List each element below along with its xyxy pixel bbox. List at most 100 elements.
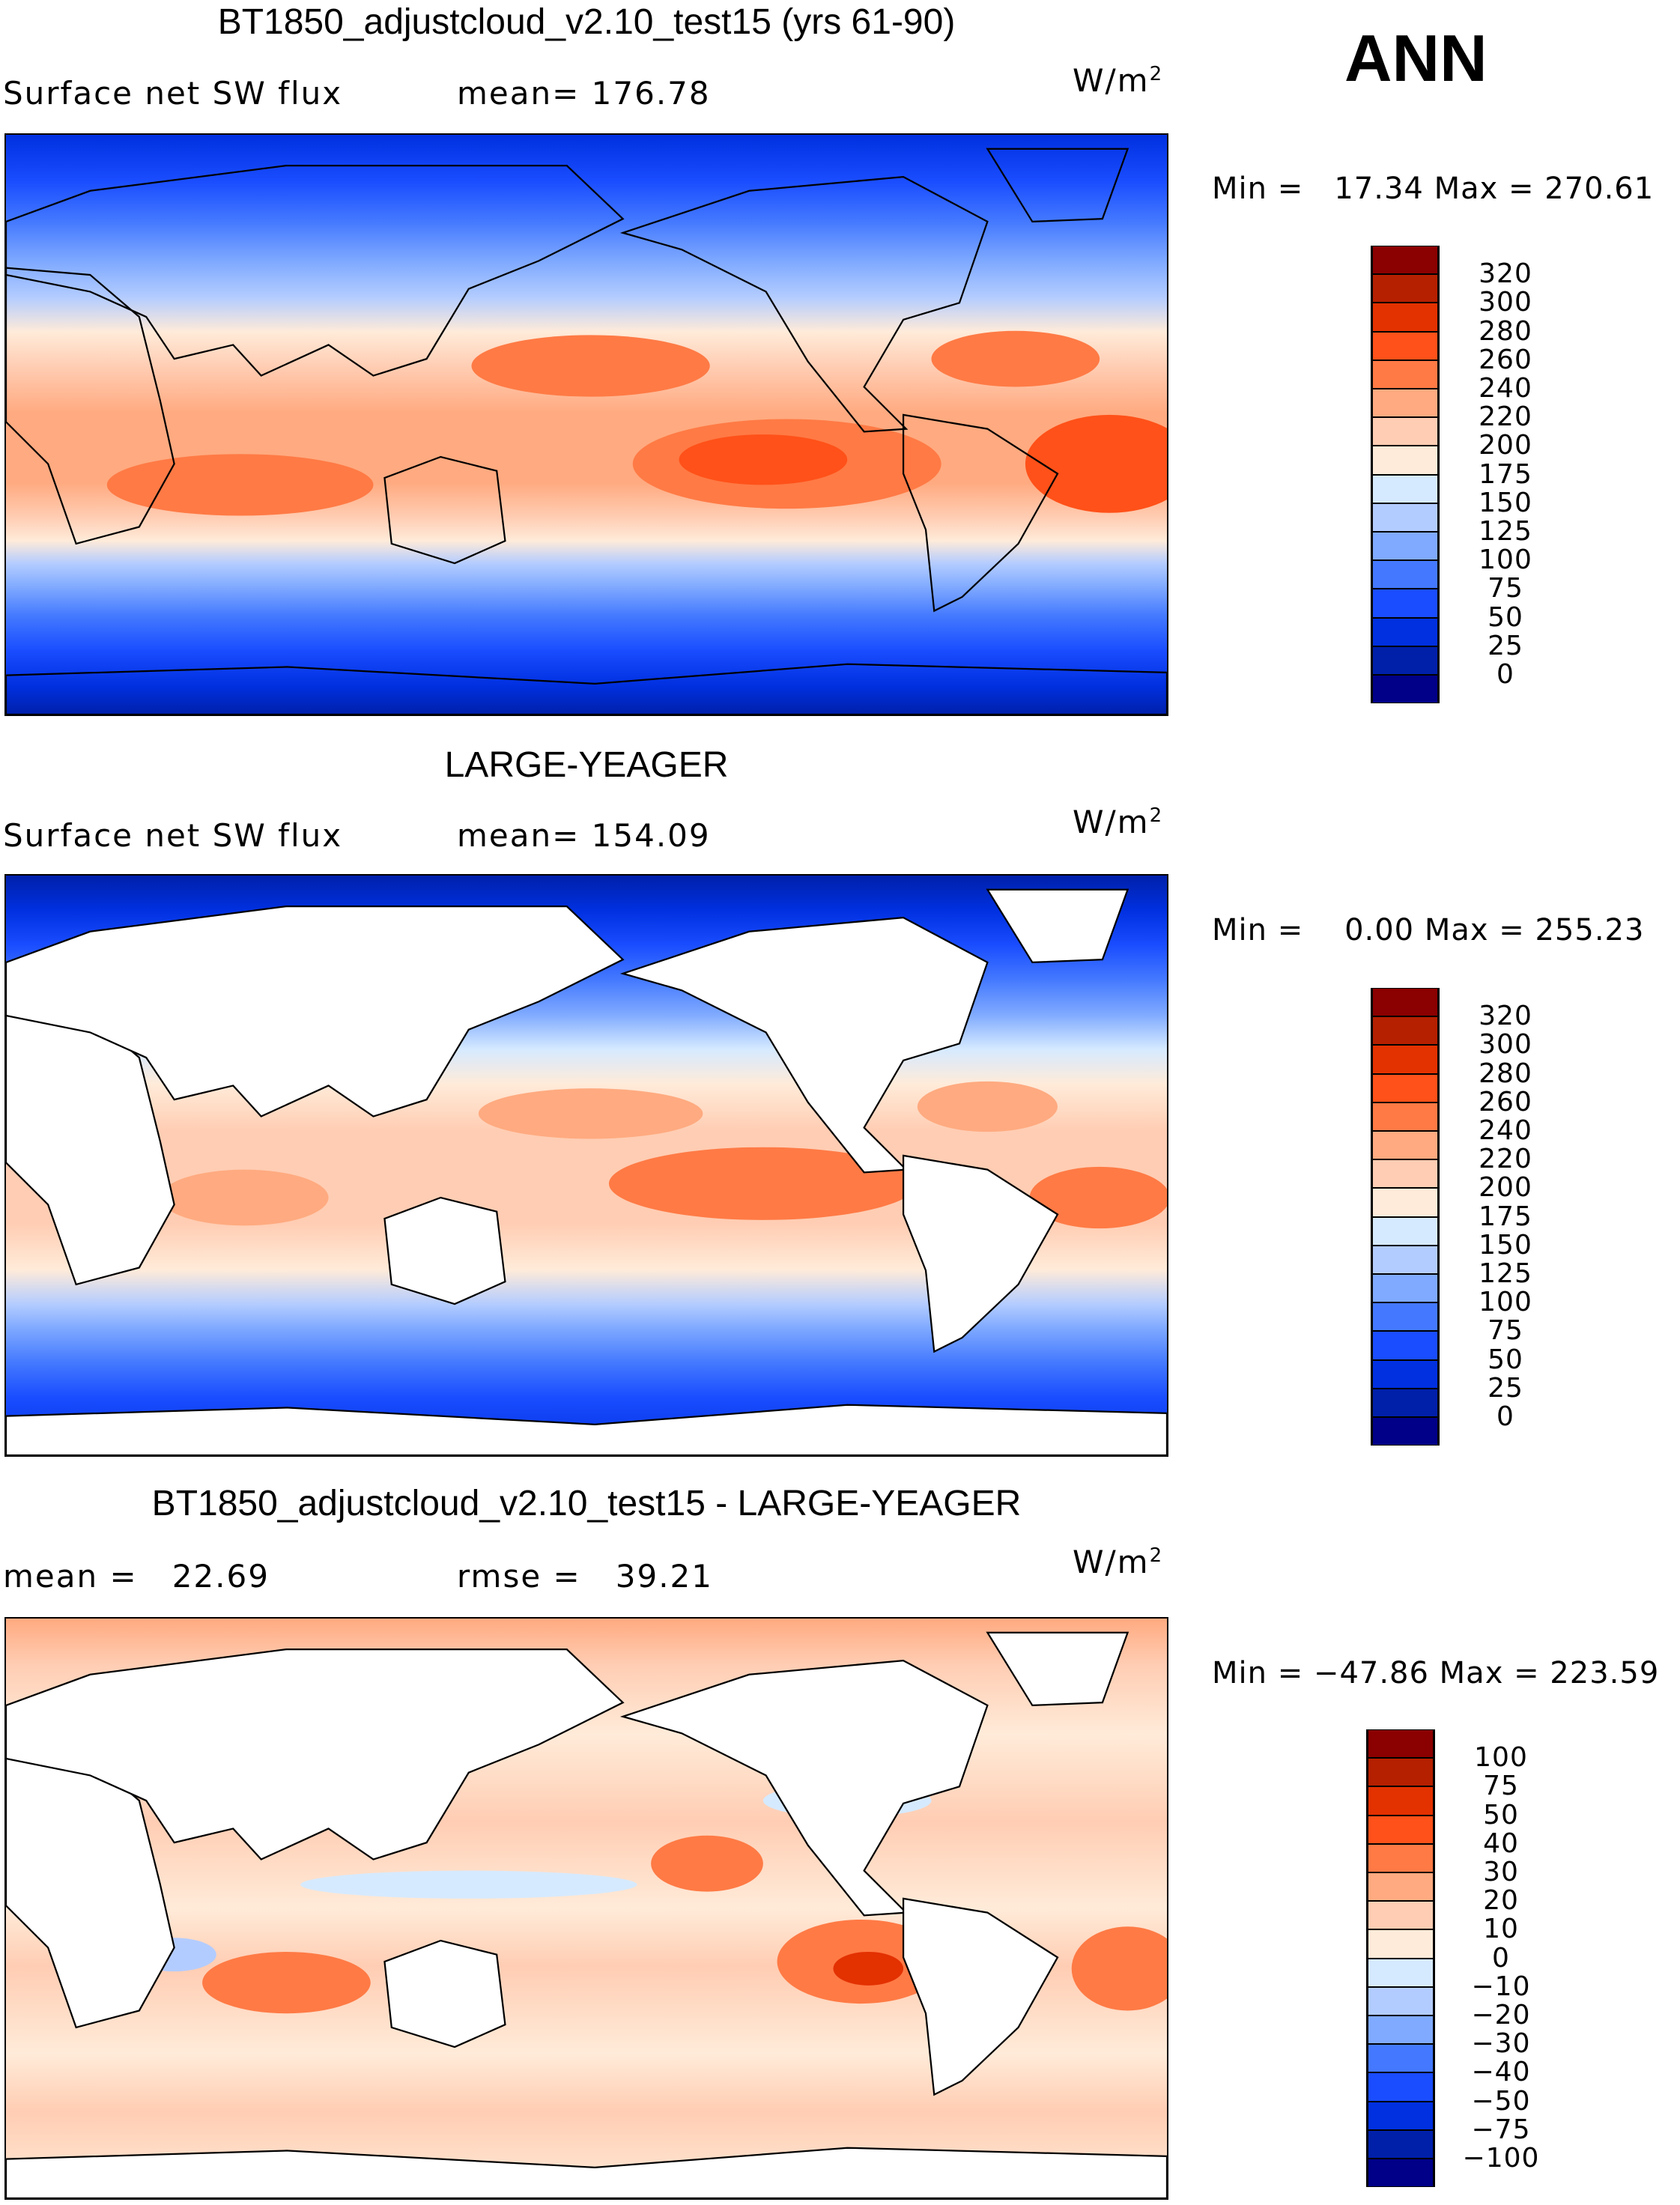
field-contour-region [478, 1088, 703, 1139]
coastline-north-america [619, 1659, 989, 1917]
colorbar-swatch [1366, 1729, 1435, 1759]
coastline-greenland [986, 148, 1129, 223]
field-contour-region [202, 1951, 371, 2014]
colorbar-swatch [1366, 1872, 1435, 1902]
colorbar-swatch [1371, 446, 1440, 475]
colorbar-tick-label: 175 [1479, 458, 1532, 490]
panel-3-units: W/m2 [1073, 1546, 1163, 1578]
colorbar-tick-label: 200 [1479, 1172, 1532, 1204]
colorbar-tick-label: −75 [1471, 2114, 1531, 2145]
colorbar-tick-label: 280 [1479, 1058, 1532, 1089]
colorbar-tick-label: 50 [1488, 601, 1523, 633]
colorbar-swatch [1371, 1102, 1440, 1131]
colorbar-tick-label: −20 [1471, 2000, 1531, 2030]
field-contour-region [679, 434, 848, 485]
colorbar-tick-label: 240 [1479, 373, 1532, 404]
colorbar-swatch [1366, 2072, 1435, 2102]
colorbar-tick-label: 260 [1479, 1086, 1532, 1117]
colorbar-tick-label: 75 [1488, 1315, 1523, 1347]
colorbar-tick-label: 280 [1479, 315, 1532, 347]
colorbar-swatch [1371, 646, 1440, 675]
colorbar-tick-label: 25 [1488, 630, 1523, 661]
colorbar-swatch [1366, 2159, 1435, 2188]
coastline-australia [383, 1939, 506, 2048]
colorbar-tick-label: 40 [1483, 1828, 1519, 1859]
coastline-eurasia [6, 165, 625, 377]
colorbar-swatch [1366, 1758, 1435, 1787]
units-text: W/m [1073, 62, 1150, 99]
panel-3-map [4, 1617, 1168, 2200]
colorbar-swatch [1371, 360, 1440, 389]
field-contour-region [1071, 1926, 1167, 2011]
field-contour-region [833, 1951, 904, 1986]
colorbar-swatch [1371, 331, 1440, 360]
units-exponent: 2 [1149, 63, 1164, 85]
colorbar-swatch [1371, 1388, 1440, 1417]
coastline-australia [383, 455, 506, 565]
units-text: W/m [1073, 1544, 1150, 1580]
coastline-south-america [902, 1897, 1059, 2096]
field-contour-region [931, 330, 1100, 387]
colorbar-swatch [1366, 2044, 1435, 2073]
colorbar-tick-label: 125 [1479, 1258, 1532, 1289]
colorbar-swatch [1366, 1901, 1435, 1930]
coastline-greenland [986, 1631, 1129, 1707]
field-contour-region [651, 1835, 763, 1892]
panel-3-minmax: Min = −47.86 Max = 223.59 [1212, 1656, 1660, 1690]
colorbar-swatch [1371, 1045, 1440, 1074]
panel-2-units: W/m2 [1073, 806, 1163, 838]
colorbar-tick-label: 20 [1483, 1885, 1519, 1917]
panel-3-title: BT1850_adjustcloud_v2.10_test15 - LARGE-… [151, 1484, 1022, 1523]
field-contour-region [106, 454, 374, 516]
panel-1-mean: mean= 176.78 [457, 75, 711, 112]
coastline-south-america [902, 1154, 1059, 1353]
colorbar-swatch [1371, 560, 1440, 589]
panel-1-minmax: Min = 17.34 Max = 270.61 [1212, 172, 1655, 206]
colorbar-swatch [1366, 1815, 1435, 1844]
panel-1-map [4, 133, 1168, 716]
colorbar-tick-label: 75 [1488, 573, 1523, 604]
colorbar-tick-label: 240 [1479, 1115, 1532, 1146]
coastline-africa [6, 267, 175, 545]
coastline-eurasia [6, 906, 625, 1117]
field-contour-region [1025, 414, 1167, 513]
colorbar-swatch [1366, 2016, 1435, 2045]
colorbar-swatch [1371, 1302, 1440, 1332]
colorbar-swatch [1371, 617, 1440, 646]
colorbar-tick-label: 220 [1479, 1144, 1532, 1175]
colorbar-swatch [1371, 303, 1440, 332]
panel-1-variable: Surface net SW flux [3, 75, 343, 112]
season-label: ANN [1344, 21, 1488, 95]
colorbar-swatch [1371, 1016, 1440, 1046]
field-contour-region [471, 335, 710, 397]
colorbar-tick-label: 10 [1483, 1914, 1519, 1945]
colorbar-swatch [1371, 1073, 1440, 1102]
colorbar-tick-label: 320 [1479, 1001, 1532, 1032]
colorbar-tick-label: 25 [1488, 1372, 1523, 1404]
colorbar-swatch [1371, 389, 1440, 418]
colorbar-swatch [1371, 503, 1440, 532]
colorbar-tick-label: 100 [1479, 1287, 1532, 1318]
colorbar-tick-label: −30 [1471, 2028, 1531, 2060]
colorbar-tick-label: 320 [1479, 258, 1532, 290]
colorbar-tick-label: 125 [1479, 516, 1532, 547]
colorbar-tick-label: 50 [1483, 1799, 1519, 1831]
colorbar-swatch [1371, 1274, 1440, 1303]
colorbar-tick-label: −40 [1471, 2057, 1531, 2088]
colorbar-swatch [1366, 2129, 1435, 2159]
panel-2-variable: Surface net SW flux [3, 817, 343, 854]
field-contour-region [917, 1081, 1058, 1132]
colorbar-tick-label: 175 [1479, 1201, 1532, 1232]
colorbar-swatch [1366, 2101, 1435, 2130]
colorbar-swatch [1371, 1188, 1440, 1217]
colorbar-swatch [1371, 417, 1440, 446]
units-exponent: 2 [1149, 1544, 1164, 1567]
coastline-australia [383, 1196, 506, 1305]
field-contour-region [160, 1169, 329, 1226]
colorbar-swatch [1371, 589, 1440, 618]
colorbar-swatch [1371, 474, 1440, 503]
colorbar-swatch [1366, 1786, 1435, 1816]
panel-1-units: W/m2 [1073, 64, 1163, 97]
colorbar-tick-label: 0 [1496, 659, 1514, 690]
